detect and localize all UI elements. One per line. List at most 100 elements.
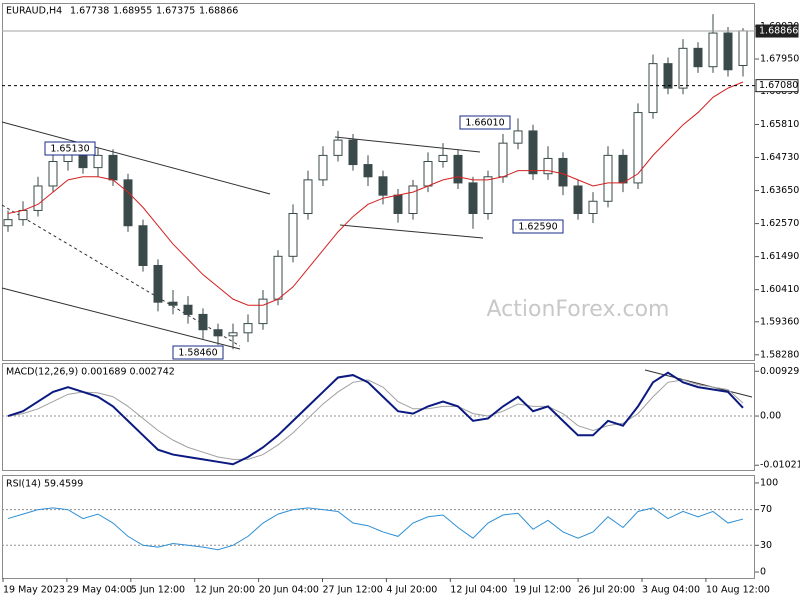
candle-body bbox=[48, 161, 58, 187]
x-tick-label: 26 Jul 20:00 bbox=[578, 585, 635, 596]
y-tick-label: 30 bbox=[760, 540, 772, 551]
y-tick-label: 0.009291 bbox=[760, 366, 800, 377]
candle-body bbox=[438, 154, 448, 163]
candle-body bbox=[708, 32, 718, 68]
candle-body bbox=[258, 298, 268, 325]
line-series bbox=[7, 81, 744, 306]
x-tick-label: 5 Jun 12:00 bbox=[131, 585, 185, 596]
candle-body bbox=[378, 176, 388, 196]
header-value: 1.68866 bbox=[199, 6, 238, 17]
candle-body bbox=[423, 161, 433, 187]
candle-body bbox=[273, 255, 283, 300]
y-tick-label: 0.00 bbox=[760, 411, 781, 422]
price-level-box bbox=[755, 79, 799, 93]
candle-body bbox=[573, 185, 583, 215]
annotation-box bbox=[512, 219, 564, 234]
annotation: 1.65130 bbox=[50, 144, 89, 155]
candle-body bbox=[558, 157, 568, 187]
candle-body bbox=[543, 157, 553, 175]
pane-frames bbox=[2, 3, 755, 579]
candle-body bbox=[138, 225, 148, 266]
x-tick-label: 12 Jul 04:00 bbox=[450, 585, 507, 596]
price-level-label: 1.67080 bbox=[759, 80, 798, 91]
candle-body bbox=[288, 213, 298, 257]
trendline bbox=[644, 369, 753, 398]
trendline bbox=[1, 121, 271, 195]
chart-title: EURAUD,H4 bbox=[6, 6, 62, 17]
pane-title: RSI(14) 59.4599 bbox=[6, 479, 83, 490]
y-tick-label: 0 bbox=[760, 567, 766, 578]
x-tick-label: 12 Jun 20:00 bbox=[195, 585, 255, 596]
candle-body bbox=[93, 154, 103, 169]
y-tick-label: -0.010211 bbox=[760, 460, 800, 471]
candle-body bbox=[738, 30, 748, 66]
line-series bbox=[7, 507, 744, 551]
candle-body bbox=[723, 32, 733, 71]
price-pane bbox=[2, 3, 755, 361]
candle-body bbox=[663, 63, 673, 89]
y-tick-label: 1.58280 bbox=[760, 349, 799, 360]
candle-body bbox=[408, 185, 418, 215]
candle-body bbox=[393, 194, 403, 215]
x-tick-label: 19 Jul 12:00 bbox=[514, 585, 571, 596]
candle-body bbox=[333, 139, 343, 156]
candle-body bbox=[348, 139, 358, 166]
annotation: 1.58460 bbox=[178, 348, 217, 359]
annotation: 1.62590 bbox=[518, 222, 557, 233]
candle-body bbox=[243, 323, 253, 334]
annotation-box bbox=[44, 141, 96, 156]
y-tick-label: 1.61490 bbox=[760, 251, 799, 262]
candle-body bbox=[168, 301, 178, 306]
candle-body bbox=[318, 154, 328, 181]
candle-body bbox=[633, 112, 643, 184]
watermark: ActionForex.com bbox=[487, 297, 670, 322]
candle-body bbox=[678, 47, 688, 89]
x-tick-label: 3 Aug 04:00 bbox=[642, 585, 700, 596]
rsi-pane bbox=[2, 475, 755, 579]
y-tick-label: 1.60410 bbox=[760, 284, 799, 295]
candle-body bbox=[618, 154, 628, 184]
annotation-box bbox=[459, 115, 511, 130]
price-level-label: 1.68866 bbox=[759, 26, 798, 37]
y-tick-label: 1.64730 bbox=[760, 152, 799, 163]
candle-body bbox=[468, 182, 478, 215]
candle-body bbox=[213, 329, 223, 337]
candle-body bbox=[153, 264, 163, 303]
candle-body bbox=[303, 179, 313, 215]
candle-body bbox=[108, 154, 118, 181]
candle-body bbox=[483, 176, 493, 215]
trendline bbox=[334, 136, 481, 153]
candle-body bbox=[123, 179, 133, 227]
x-tick-label: 27 Jun 12:00 bbox=[323, 585, 383, 596]
pane-title: MACD(12,26,9) 0.001689 0.002742 bbox=[6, 367, 175, 378]
candle-body bbox=[648, 63, 658, 114]
x-tick-label: 19 May 2023 bbox=[3, 585, 65, 596]
candle-body bbox=[528, 130, 538, 175]
candle-body bbox=[183, 304, 193, 315]
candle-body bbox=[603, 154, 613, 202]
candle-body bbox=[363, 164, 373, 178]
y-tick-label: 1.67950 bbox=[760, 54, 799, 65]
x-tick-label: 10 Aug 12:00 bbox=[706, 585, 770, 596]
y-tick-label: 1.59360 bbox=[760, 316, 799, 327]
candle-body bbox=[33, 185, 43, 211]
y-tick-label: 1.63650 bbox=[760, 185, 799, 196]
candle-body bbox=[3, 219, 13, 227]
annotation: 1.66010 bbox=[465, 118, 504, 129]
candle-body bbox=[588, 200, 598, 215]
x-tick-label: 29 May 04:00 bbox=[67, 585, 132, 596]
line-series bbox=[7, 379, 744, 460]
candle-body bbox=[453, 154, 463, 184]
y-tick-label: 1.62570 bbox=[760, 218, 799, 229]
trendline bbox=[1, 287, 241, 350]
macd-pane bbox=[2, 363, 755, 471]
x-tick-label: 20 Jun 04:00 bbox=[259, 585, 319, 596]
price-level-box bbox=[755, 24, 799, 38]
candle-body bbox=[228, 332, 238, 337]
candle-body bbox=[18, 209, 28, 221]
header-value: 1.67375 bbox=[156, 6, 195, 17]
y-tick-label: 100 bbox=[760, 477, 778, 488]
